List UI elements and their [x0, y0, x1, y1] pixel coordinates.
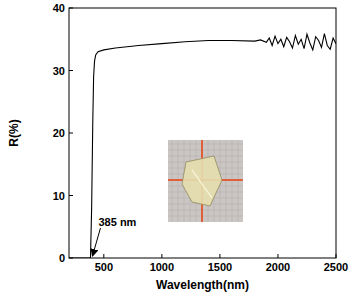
- x-axis-label: Wavelength(nm): [156, 278, 249, 292]
- photo-grid: [168, 150, 243, 151]
- y-tick-label: 40: [53, 2, 65, 14]
- photo-crystal-facet: [192, 170, 212, 198]
- y-tick-label: 10: [53, 190, 65, 202]
- inset-photo: [168, 140, 243, 222]
- plot-frame: [69, 8, 336, 258]
- photo-grid: [168, 216, 243, 217]
- chart: 500 1000 1500 2000 2500 0 10 20 30 40 Wavelength(n…: [0, 0, 350, 295]
- y-tick-label: 30: [53, 65, 65, 77]
- reflectance-line: [69, 34, 336, 258]
- y-tick: [69, 8, 73, 9]
- photo-crystal: [182, 156, 222, 206]
- x-tick-label: 1500: [208, 261, 232, 273]
- x-tick-label: 500: [95, 261, 113, 273]
- y-tick-label: 0: [59, 252, 65, 264]
- x-tick: [103, 254, 104, 258]
- y-tick: [69, 195, 73, 196]
- y-tick: [69, 70, 73, 71]
- annotation-arrow: [92, 228, 100, 256]
- x-tick: [161, 254, 162, 258]
- x-tick-label: 1000: [150, 261, 174, 273]
- photo-grid: [168, 156, 243, 157]
- x-tick: [219, 254, 220, 258]
- x-tick: [277, 254, 278, 258]
- photo-grid: [168, 144, 243, 145]
- annotation: 385 nm: [98, 216, 136, 228]
- x-tick-label: 2000: [266, 261, 290, 273]
- photo-grid: [168, 210, 243, 211]
- x-tick: [336, 254, 337, 258]
- plot-area: [69, 34, 336, 258]
- y-tick-label: 20: [53, 127, 65, 139]
- y-tick: [69, 133, 73, 134]
- x-tick-label: 2500: [324, 261, 348, 273]
- photo-paper: [168, 140, 243, 222]
- y-axis-label: R(%): [7, 119, 21, 146]
